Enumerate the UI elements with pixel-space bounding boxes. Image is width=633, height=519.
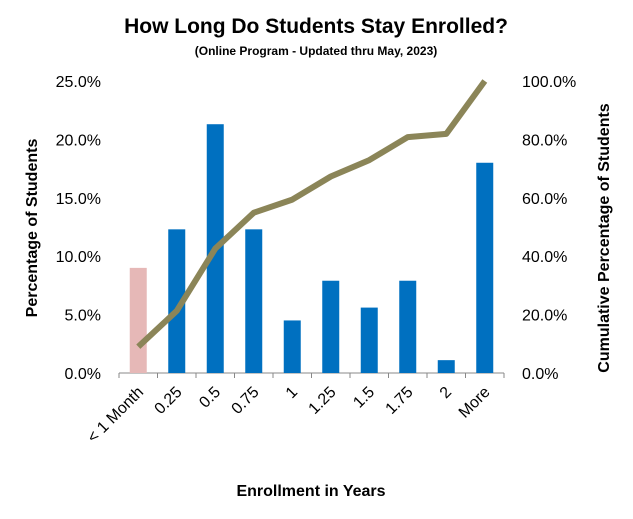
y-tick-label: 5.0% — [65, 308, 101, 325]
y2-tick-label: 60.0% — [522, 191, 567, 208]
category-label: 1.25 — [306, 384, 340, 418]
category-label: 1.5 — [350, 384, 378, 412]
y-tick-label: 0.0% — [65, 366, 101, 383]
y-tick-label: 20.0% — [56, 132, 101, 149]
bar — [168, 229, 186, 373]
y-axis-title: Percentage of Students — [24, 139, 41, 318]
y2-axis-title: Cumulative Percentage of Students — [596, 103, 613, 372]
y2-tick-label: 100.0% — [522, 74, 576, 91]
bar — [476, 162, 494, 373]
bar — [360, 307, 378, 373]
y2-tick-label: 80.0% — [522, 132, 567, 149]
cumulative-line — [136, 79, 488, 349]
bar — [322, 280, 340, 373]
bar — [283, 320, 301, 373]
y2-axis-tick-labels: 0.0% 20.0% 40.0% 60.0% 80.0% 100.0% — [522, 74, 576, 383]
category-label: 1 — [283, 384, 301, 402]
y2-tick-label: 0.0% — [522, 366, 558, 383]
category-label: 2 — [437, 384, 455, 402]
category-label: 0.5 — [196, 384, 224, 412]
bar — [245, 229, 263, 373]
category-label: 0.75 — [229, 384, 263, 418]
y-axis-tick-labels: 0.0% 5.0% 10.0% 15.0% 20.0% 25.0% — [56, 74, 101, 383]
y2-tick-label: 20.0% — [522, 308, 567, 325]
chart-title: How Long Do Students Stay Enrolled? — [124, 15, 508, 38]
y-tick-label: 10.0% — [56, 249, 101, 266]
category-labels: < 1 Month 0.25 0.5 0.75 1 1.25 1.5 1.75 2 More — [84, 384, 493, 447]
category-label: More — [456, 384, 494, 422]
x-axis-title: Enrollment in Years — [236, 483, 385, 500]
y-tick-label: 15.0% — [56, 191, 101, 208]
bar — [399, 280, 417, 373]
bar — [437, 360, 455, 373]
chart-subtitle: (Online Program - Updated thru May, 2023… — [195, 44, 437, 58]
category-label: 1.75 — [383, 384, 417, 418]
category-label: 0.25 — [152, 384, 186, 418]
cumulative-line-group — [136, 79, 488, 349]
y2-tick-label: 40.0% — [522, 249, 567, 266]
bar — [129, 267, 147, 373]
bars — [129, 124, 494, 373]
y-tick-label: 25.0% — [56, 74, 101, 91]
x-axis-ticks — [118, 373, 505, 378]
category-label: < 1 Month — [84, 384, 147, 447]
